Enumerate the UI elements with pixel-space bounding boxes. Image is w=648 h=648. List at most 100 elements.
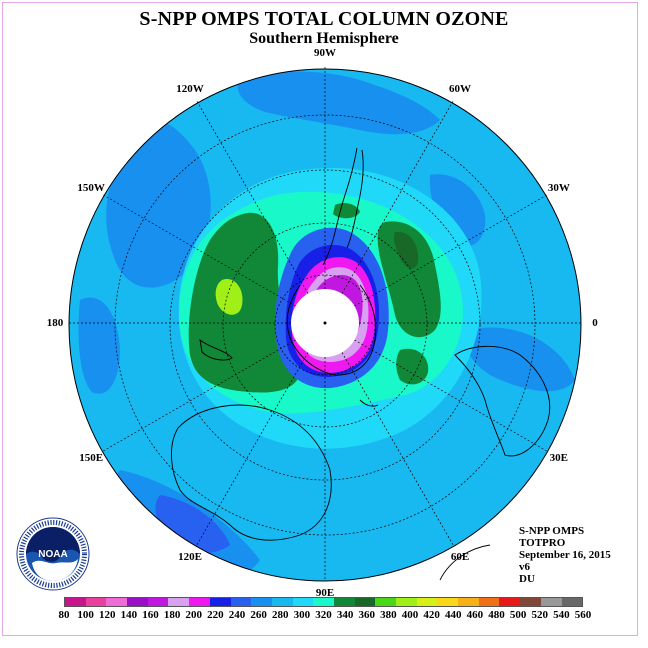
ozone-level-320-340 — [377, 221, 441, 338]
color-scale-segment — [416, 598, 438, 606]
ozone-field — [69, 69, 581, 581]
longitude-label: 30W — [547, 182, 570, 194]
meridian-line — [103, 339, 296, 452]
color-scale-label: 200 — [185, 609, 203, 621]
color-scale-segment — [458, 598, 479, 606]
map-subtitle: Southern Hemisphere — [249, 30, 399, 47]
latitude-circle — [169, 169, 481, 481]
graticule — [69, 67, 581, 579]
color-scale-segment — [251, 598, 272, 606]
color-scale-bar — [64, 597, 583, 607]
latitude-circle — [274, 274, 376, 376]
ozone-level-260-blob — [466, 327, 575, 392]
south-pole-marker — [323, 321, 327, 325]
color-scale-label: 80 — [58, 609, 70, 621]
island-coast — [359, 399, 379, 407]
color-scale-segment — [520, 598, 541, 606]
color-scale-label: 300 — [293, 609, 311, 621]
map-title: S-NPP OMPS TOTAL COLUMN OZONE — [139, 8, 509, 30]
ozone-level-340-360 — [393, 231, 419, 269]
color-scale-label: 240 — [228, 609, 246, 621]
info-product: TOTPRO — [519, 537, 566, 549]
color-scale-label: 260 — [250, 609, 267, 621]
color-scale-segment — [313, 598, 334, 606]
color-scale-label: 380 — [380, 609, 397, 621]
color-scale-label: 160 — [142, 609, 159, 621]
color-scale-label: 140 — [120, 609, 138, 621]
color-scale-segment — [478, 598, 500, 606]
color-scale-label: 460 — [466, 609, 484, 621]
color-scale-segment — [65, 598, 86, 606]
color-scale-label: 320 — [315, 609, 332, 621]
longitude-label: 60E — [450, 550, 470, 563]
noaa-logo-text: NOAA — [38, 549, 67, 560]
longitude-label: 90W — [314, 47, 336, 59]
longitude-label: 120W — [176, 83, 204, 96]
longitude-label: 30E — [549, 452, 568, 464]
longitude-label: 0 — [592, 317, 598, 329]
longitude-label: 90E — [315, 587, 335, 599]
color-scale-label: 360 — [358, 609, 376, 621]
longitude-label: 60W — [449, 83, 471, 96]
color-scale-segment — [189, 598, 210, 606]
color-scale-label: 440 — [445, 609, 462, 621]
longitude-label: 180 — [46, 317, 64, 329]
color-scale-label: 540 — [553, 609, 570, 621]
ozone-level-260-blob — [106, 119, 211, 288]
color-scale-label: 500 — [509, 609, 527, 621]
color-scale-segment — [168, 598, 190, 606]
meridian-lines — [69, 67, 581, 579]
color-scale-label: 340 — [336, 609, 354, 621]
noaa-logo[interactable]: NOAA — [16, 517, 90, 591]
meridian-line — [354, 194, 547, 307]
new-zealand-coast — [199, 338, 233, 361]
color-scale-labels: 80 100 120 140 160 180 200 220 240 260 280 300 320 34… — [59, 609, 592, 623]
meridian-line — [196, 101, 309, 294]
color-scale-label: 100 — [77, 609, 94, 621]
plot-frame — [2, 2, 638, 636]
ozone-level-260-blob — [429, 174, 486, 246]
product-info: S-NPP OMPS TOTPRO September 16, 2015 v6 … — [519, 525, 611, 585]
color-scale-label: 400 — [401, 609, 419, 621]
color-scale-label: 180 — [163, 609, 181, 621]
color-scale-segment — [85, 598, 107, 606]
antarctica-coast — [286, 284, 377, 376]
longitude-label: 150E — [79, 452, 104, 464]
color-scale-segment — [437, 598, 459, 606]
color-scale-segment — [271, 598, 293, 606]
color-scale-segment — [106, 598, 128, 606]
longitude-label: 150W — [77, 182, 105, 194]
color-scale-segment — [147, 598, 169, 606]
color-scale-segment — [540, 598, 562, 606]
color-scale-segment — [209, 598, 231, 606]
color-scale-segment — [230, 598, 252, 606]
ozone-level-320-340 — [396, 348, 429, 385]
ozone-level-260-blob — [237, 71, 440, 135]
africa-coast — [454, 345, 551, 457]
longitude-label: 120E — [178, 550, 202, 563]
color-scale-segment — [499, 598, 521, 606]
color-scale-segment — [561, 598, 583, 606]
info-date: September 16, 2015 — [519, 549, 611, 561]
ozone-level-380-400 — [215, 279, 243, 315]
color-scale-segment — [375, 598, 396, 606]
asia-coast — [439, 544, 491, 581]
south-america-coast — [346, 149, 364, 249]
meridian-line — [354, 339, 547, 452]
color-scale-segment — [292, 598, 314, 606]
color-scale-segment — [127, 598, 148, 606]
color-scale-segment — [354, 598, 376, 606]
color-scale-label: 560 — [574, 609, 592, 621]
info-units: DU — [519, 573, 535, 585]
color-scale-label: 420 — [423, 609, 440, 621]
meridian-line — [196, 352, 309, 545]
color-scale-segment — [333, 598, 355, 606]
color-scale-segment — [396, 598, 417, 606]
color-scale-label: 220 — [207, 609, 224, 621]
color-scale-label: 480 — [488, 609, 505, 621]
ozone-level-320-340 — [188, 212, 301, 393]
meridian-line — [341, 352, 454, 545]
info-satellite: S-NPP OMPS — [519, 525, 585, 537]
color-scale-label: 280 — [272, 609, 289, 621]
